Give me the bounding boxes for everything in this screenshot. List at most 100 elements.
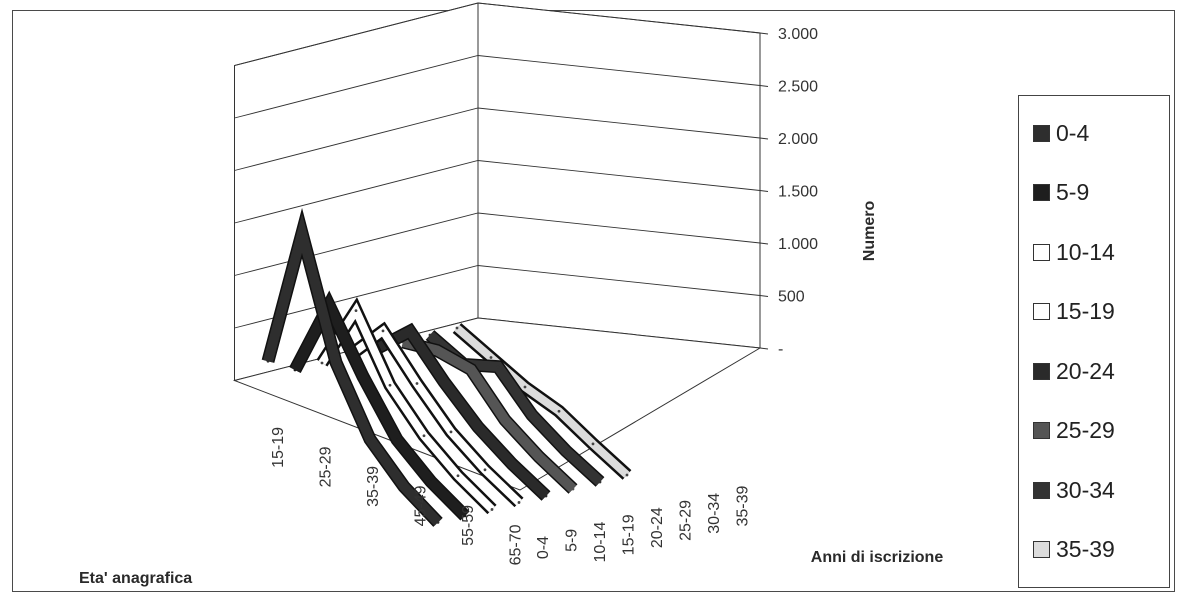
y-tick-mark [759,295,769,297]
legend-swatch [1033,124,1050,142]
series-line [401,337,577,493]
data-point [395,438,399,441]
data-point [489,356,493,359]
y-tick-label: - [778,341,783,358]
data-point [591,442,595,446]
legend-label: 5-9 [1056,179,1090,205]
x-tick-label: 5-9 [564,529,581,552]
depth-tick-label: 45-49 [413,485,430,526]
legend: 0-4 5-9 10-14 15-19 20-24 25-29 30-34 35-39 [1018,95,1170,588]
legend-label: 35-39 [1056,536,1115,562]
depth-axis-title: Eta' anagrafica [79,570,192,587]
y-tick-label: 1.500 [778,184,818,201]
gridlines [234,2,761,329]
data-point [530,413,534,417]
data-point [320,361,324,365]
x-tick-label: 0-4 [535,536,552,559]
gridline [234,160,761,224]
depth-tick-label: 15-19 [270,427,287,468]
x-tick-label: 30-34 [706,493,723,534]
y-tick-label: 500 [778,289,805,306]
data-point [469,368,473,371]
legend-item: 20-24 [1033,356,1115,386]
gridline [234,212,761,276]
data-point [564,449,568,453]
data-point [455,326,459,330]
legend-label: 30-34 [1056,476,1115,503]
x-axis-ticks: 0-4 5-9 10-14 15-19 20-24 25-29 30-34 35-39 [535,485,752,562]
legend-swatch [1033,184,1050,201]
data-point [490,508,494,511]
data-point [625,473,629,477]
data-point [436,521,440,524]
x-tick-label: 10-14 [592,521,609,562]
data-point [300,231,304,235]
legend-swatch [1033,422,1050,439]
data-point [422,434,426,438]
legend-swatch [1033,481,1050,499]
x-tick-label: 20-24 [649,507,666,548]
legend-swatch [1033,243,1050,261]
x-tick-label: 25-29 [678,500,695,541]
data-point [361,375,365,378]
legend-item: 15-19 [1033,297,1115,327]
legend-item: 30-34 [1033,475,1115,505]
legend-item: 10-14 [1033,237,1115,267]
data-point [510,462,514,466]
depth-tick-label: 65-70 [508,524,525,565]
legend-item: 0-4 [1033,118,1089,148]
gridline [234,55,761,119]
data-point [381,329,385,333]
data-point [483,468,487,472]
legend-label: 0-4 [1056,119,1090,146]
legend-item: 5-9 [1033,178,1089,208]
y-tick-label: 3.000 [778,26,818,43]
legend-label: 10-14 [1056,238,1115,265]
gridline [234,2,761,66]
data-point [517,501,521,504]
series-line [263,213,442,526]
data-point [354,309,358,312]
series-line [346,325,522,506]
y-axis-title: Numero [861,201,878,262]
data-point [598,480,602,484]
data-point [537,455,541,459]
data-point [435,349,439,352]
x-axis-title: Anni di iscrizione [811,549,944,566]
data-point [449,430,453,434]
data-point [442,380,446,384]
y-tick-mark [759,347,769,350]
data-point [463,514,467,518]
data-point [402,485,406,488]
depth-axis-ticks: 15-19 25-29 35-39 45-49 55-59 65-70 [270,427,525,566]
y-tick-label: 2.000 [778,131,818,148]
series-line [454,324,630,478]
y-tick-mark [759,137,769,140]
gridline [234,107,761,171]
legend-item: 25-29 [1033,416,1115,446]
legend-label: 25-29 [1056,417,1115,443]
data-point [415,382,419,385]
data-point [368,437,372,441]
y-tick-mark [759,190,769,192]
y-tick-mark [759,85,769,87]
y-tick-label: 1.000 [778,236,818,253]
x-tick-label: 15-19 [621,514,638,555]
series-line [373,324,550,500]
legend-label: 15-19 [1056,298,1115,324]
data-point [327,303,331,307]
data-point [544,494,548,498]
legend-swatch [1033,362,1050,380]
series-line [318,302,495,513]
data-point [557,409,561,413]
data-point [293,368,297,372]
y-axis-ticks: - 500 1.000 1.500 2.000 2.500 3.000 [759,26,818,358]
data-point [388,383,392,387]
data-point [571,487,575,491]
y-tick-label: 2.500 [778,79,818,96]
legend-label: 20-24 [1056,357,1115,384]
data-point [408,329,412,333]
data-point [428,333,432,337]
y-tick-mark [759,242,769,245]
